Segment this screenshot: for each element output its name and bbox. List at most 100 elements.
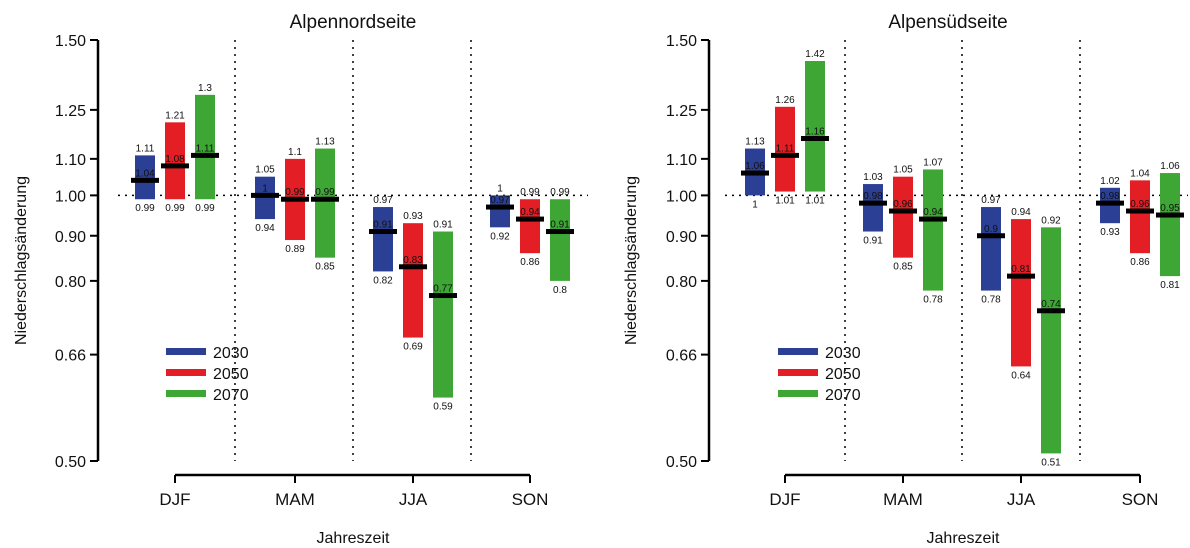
high-label: 0.99 [550,187,570,198]
chart-title: Alpennordseite [290,12,417,33]
median-label: 1.06 [745,161,765,172]
legend: 2030 2050 2070 [778,345,861,404]
x-tick-label: MAM [883,490,923,509]
low-label: 0.99 [135,203,155,214]
x-tick-label: JJA [399,490,428,509]
high-label: 0.92 [1041,215,1061,226]
range-bar-2050-SON [520,199,540,254]
legend-label: 2070 [825,387,861,404]
median-marker-2030-JJA [977,233,1005,239]
range-bar-2030-JJA [981,207,1001,291]
median-label: 0.94 [520,207,540,218]
chart-title: Alpensüdseite [888,12,1007,33]
legend-swatch-2070 [166,390,206,397]
range-bar-2070-SON [550,199,570,281]
median-marker-2070-JJA [429,293,457,299]
low-label: 0.59 [433,402,453,413]
legend-swatch-2070 [778,390,818,397]
median-label: 1.16 [805,127,825,138]
y-tick-label: 1.10 [55,152,86,169]
median-label: 0.98 [863,191,883,202]
x-tick-label: DJF [769,490,800,509]
y-axis-label: Niederschlagsänderung [623,176,640,345]
range-bar-2050-JJA [1011,219,1031,367]
range-bar-2050-SON [1130,180,1150,254]
median-marker-2070-MAM [919,216,947,222]
x-axis-label: Jahreszeit [927,530,1000,547]
y-tick-label: 0.90 [55,229,86,246]
x-tick-label: SON [512,490,549,509]
y-tick-label: 0.80 [666,274,697,291]
median-label: 0.98 [1100,191,1120,202]
high-label: 1.42 [805,49,825,60]
range-bar-2030-SON [490,195,510,228]
low-label: 0.85 [315,262,335,273]
low-label: 0.92 [490,231,510,242]
median-label: 0.99 [285,187,305,198]
median-marker-2030-SON [486,204,514,210]
y-tick-label: 0.66 [666,348,697,365]
low-label: 0.8 [553,285,567,296]
high-label: 1.06 [1160,161,1180,172]
median-label: 0.83 [403,255,423,266]
high-label: 1.02 [1100,176,1120,187]
high-label: 1.05 [893,165,913,176]
low-label: 0.51 [1041,457,1061,468]
median-label: 0.96 [1130,199,1150,210]
high-label: 0.94 [1011,207,1031,218]
low-label: 0.86 [520,257,540,268]
median-marker-2030-DJF [741,170,769,176]
range-bar-2070-DJF [195,94,215,200]
median-label: 0.95 [1160,203,1180,214]
median-label: 0.97 [490,195,510,206]
legend-swatch-2050 [166,369,206,376]
low-label: 0.99 [195,203,215,214]
legend-label: 2030 [213,345,249,362]
high-label: 1.13 [745,137,765,148]
high-label: 1.3 [198,83,212,94]
x-tick-label: DJF [159,490,190,509]
median-marker-2070-DJF [191,152,219,158]
median-marker-2070-MAM [311,196,339,202]
range-bar-2070-DJF [805,61,825,192]
median-marker-2050-JJA [399,264,427,270]
legend-label: 2030 [825,345,861,362]
median-marker-2050-SON [516,216,544,222]
low-label: 1.01 [775,196,795,207]
median-marker-2050-MAM [281,196,309,202]
range-bar-2050-DJF [165,122,185,200]
low-label: 0.85 [893,262,913,273]
low-label: 0.94 [255,223,275,234]
median-marker-2030-SON [1096,200,1124,206]
median-marker-2050-SON [1126,208,1154,214]
x-tick-label: MAM [275,490,315,509]
median-label: 0.9 [984,224,998,235]
median-label: 1.11 [196,143,215,154]
high-label: 1.11 [136,143,155,154]
median-marker-2050-DJF [771,152,799,158]
y-tick-label: 0.66 [55,348,86,365]
legend-label: 2050 [825,366,861,383]
y-tick-label: 1.00 [666,188,697,205]
median-marker-2050-MAM [889,208,917,214]
range-bar-2070-JJA [433,231,453,398]
chart-panel-2: Alpensüdseite 0.50 0.66 0.80 0.90 1.00 1.10 1.2… [623,12,1188,547]
high-label: 0.97 [373,195,393,206]
median-label: 0.94 [923,207,943,218]
low-label: 0.89 [285,244,305,255]
high-label: 1.13 [315,137,335,148]
range-bar-2050-DJF [775,106,795,192]
x-tick-label: JJA [1007,490,1036,509]
low-label: 1.01 [805,196,825,207]
median-label: 1.11 [776,143,795,154]
high-label: 1.26 [775,95,795,106]
low-label: 0.81 [1160,280,1180,291]
range-bar-2070-MAM [923,169,943,291]
y-tick-label: 1.00 [55,188,86,205]
median-label: 1.08 [165,154,185,165]
median-marker-2050-DJF [161,163,189,169]
high-label: 0.93 [403,211,423,222]
median-marker-2030-MAM [859,200,887,206]
legend-swatch-2030 [166,348,206,355]
high-label: 1.04 [1130,168,1150,179]
